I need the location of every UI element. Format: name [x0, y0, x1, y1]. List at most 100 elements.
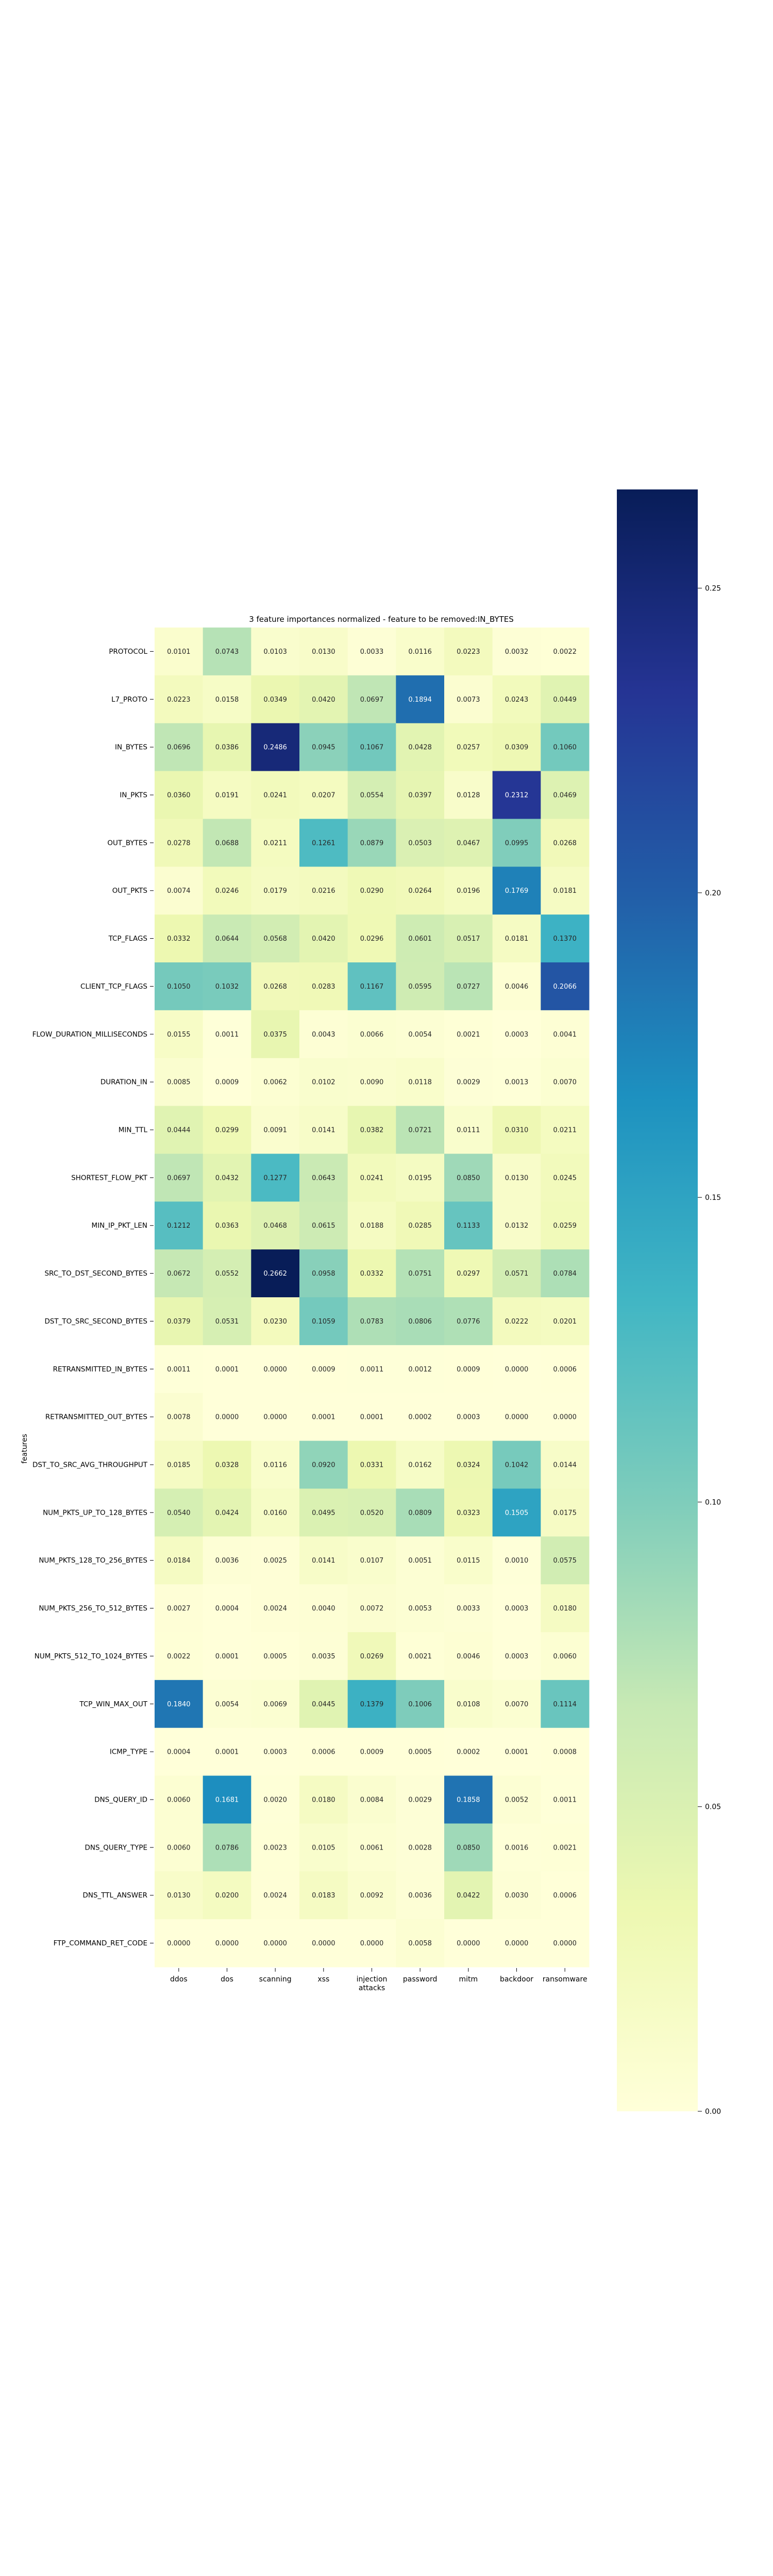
heatmap-cell	[251, 1106, 300, 1154]
heatmap-cell	[251, 723, 300, 772]
y-tick-label: OUT_BYTES	[107, 839, 147, 847]
cell-value-label: 0.0175	[553, 1509, 577, 1517]
heatmap-cell	[347, 1297, 396, 1346]
cell-value-label: 0.0006	[312, 1749, 335, 1756]
cell-value-label: 0.0324	[457, 1462, 480, 1469]
heatmap-cell	[299, 1440, 348, 1489]
cell-value-label: 0.0033	[457, 1605, 480, 1613]
cell-value-label: 0.0520	[360, 1509, 384, 1517]
cell-value-label: 0.0115	[457, 1557, 480, 1565]
heatmap-cell	[541, 1488, 590, 1537]
cell-value-label: 0.0200	[215, 1892, 239, 1900]
cell-value-label: 0.0020	[263, 1797, 287, 1804]
heatmap-cell	[155, 771, 204, 819]
heatmap-cell	[492, 1010, 541, 1059]
cell-value-label: 0.1277	[263, 1174, 287, 1182]
cell-value-label: 0.0216	[312, 887, 335, 895]
heatmap-cell	[492, 1584, 541, 1633]
cell-value-label: 0.0196	[457, 887, 480, 895]
heatmap-cell	[444, 962, 493, 1011]
y-tick-label: DNS_QUERY_ID	[94, 1796, 147, 1804]
y-tick-label: SRC_TO_DST_SECOND_BYTES	[44, 1269, 147, 1278]
cell-value-label: 0.0290	[360, 887, 384, 895]
cell-value-label: 0.0223	[457, 648, 480, 656]
cell-value-label: 0.0328	[215, 1462, 239, 1469]
heatmap-cell	[251, 628, 300, 676]
heatmap-cell	[155, 1823, 204, 1872]
cell-value-label: 0.0310	[505, 1127, 529, 1134]
heatmap-cell	[155, 1871, 204, 1920]
cell-value-label: 0.0008	[553, 1749, 577, 1756]
heatmap-cell	[155, 1440, 204, 1489]
cell-value-label: 0.0002	[457, 1749, 480, 1756]
cell-value-label: 0.0101	[167, 648, 191, 656]
heatmap-cell	[155, 1345, 204, 1394]
y-tick-label: NUM_PKTS_UP_TO_128_BYTES	[43, 1509, 147, 1517]
cell-value-label: 0.0995	[505, 839, 529, 847]
heatmap-cell	[347, 1154, 396, 1202]
cell-value-label: 0.0568	[263, 935, 287, 943]
cell-value-label: 0.0029	[457, 1079, 480, 1087]
heatmap-cell	[299, 819, 348, 867]
heatmap-cells: 0.0101 0.0743 0.0103 0.0130 0.0033 0.0116 0.02…	[155, 628, 590, 1968]
heatmap-cell	[396, 1632, 445, 1681]
heatmap-cell	[541, 1584, 590, 1633]
cell-value-label: 0.0005	[263, 1653, 287, 1660]
heatmap-cell	[444, 1775, 493, 1824]
cell-value-label: 0.0278	[167, 839, 191, 847]
heatmap-cell	[251, 819, 300, 867]
y-tick-label: NUM_PKTS_256_TO_512_BYTES	[39, 1604, 147, 1613]
cell-value-label: 0.0130	[167, 1892, 191, 1900]
heatmap-cell	[203, 1010, 251, 1059]
x-tick-label: ddos	[170, 1975, 188, 1984]
cell-value-label: 0.0066	[360, 1031, 384, 1039]
heatmap-cell	[251, 1440, 300, 1489]
cell-value-label: 0.0420	[312, 696, 335, 704]
heatmap-cell	[203, 628, 251, 676]
heatmap-cell	[347, 1775, 396, 1824]
heatmap-cell	[492, 1393, 541, 1442]
cell-value-label: 0.1858	[457, 1797, 480, 1804]
cell-value-label: 0.0207	[312, 792, 335, 800]
y-tick-label: FLOW_DURATION_MILLISECONDS	[32, 1030, 147, 1039]
heatmap-cell	[251, 1775, 300, 1824]
cell-value-label: 0.0032	[505, 648, 529, 656]
heatmap-cell	[444, 1584, 493, 1633]
cell-value-label: 0.0155	[167, 1031, 191, 1039]
cell-value-label: 0.0297	[457, 1270, 480, 1278]
cell-value-label: 0.0180	[312, 1797, 335, 1804]
heatmap-cell	[444, 1249, 493, 1298]
cell-value-label: 0.0697	[167, 1174, 191, 1182]
cell-value-label: 0.0299	[215, 1127, 239, 1134]
cell-value-label: 0.0241	[263, 792, 287, 800]
x-tick-label: injection	[357, 1975, 388, 1984]
heatmap-cell	[347, 1536, 396, 1585]
heatmap-cell	[541, 1871, 590, 1920]
cell-value-label: 0.0058	[408, 1940, 432, 1947]
cell-value-label: 0.0644	[215, 935, 239, 943]
heatmap-cell	[155, 1488, 204, 1537]
heatmap-cell	[492, 1536, 541, 1585]
cell-value-label: 0.0179	[263, 887, 287, 895]
cell-value-label: 0.0141	[312, 1557, 335, 1565]
heatmap-cell	[203, 1201, 251, 1250]
cell-value-label: 0.0052	[505, 1797, 529, 1804]
heatmap-cell	[396, 1871, 445, 1920]
cell-value-label: 0.0024	[263, 1892, 287, 1900]
heatmap-cell	[155, 819, 204, 867]
heatmap-cell	[203, 1680, 251, 1728]
cell-value-label: 0.0046	[505, 983, 529, 991]
cell-value-label: 0.0595	[408, 983, 432, 991]
heatmap-cell	[396, 1297, 445, 1346]
cell-value-label: 0.0158	[215, 696, 239, 704]
cell-value-label: 0.0000	[312, 1940, 335, 1947]
heatmap-cell	[541, 1058, 590, 1107]
cell-value-label: 0.0285	[408, 1222, 432, 1230]
cell-value-label: 0.0245	[553, 1174, 577, 1182]
cell-value-label: 0.0030	[505, 1892, 529, 1900]
cell-value-label: 0.0332	[360, 1270, 384, 1278]
cell-value-label: 0.0061	[360, 1844, 384, 1852]
heatmap-cell	[155, 1010, 204, 1059]
cell-value-label: 0.0021	[553, 1844, 577, 1852]
y-tick-label: IN_BYTES	[115, 743, 147, 752]
